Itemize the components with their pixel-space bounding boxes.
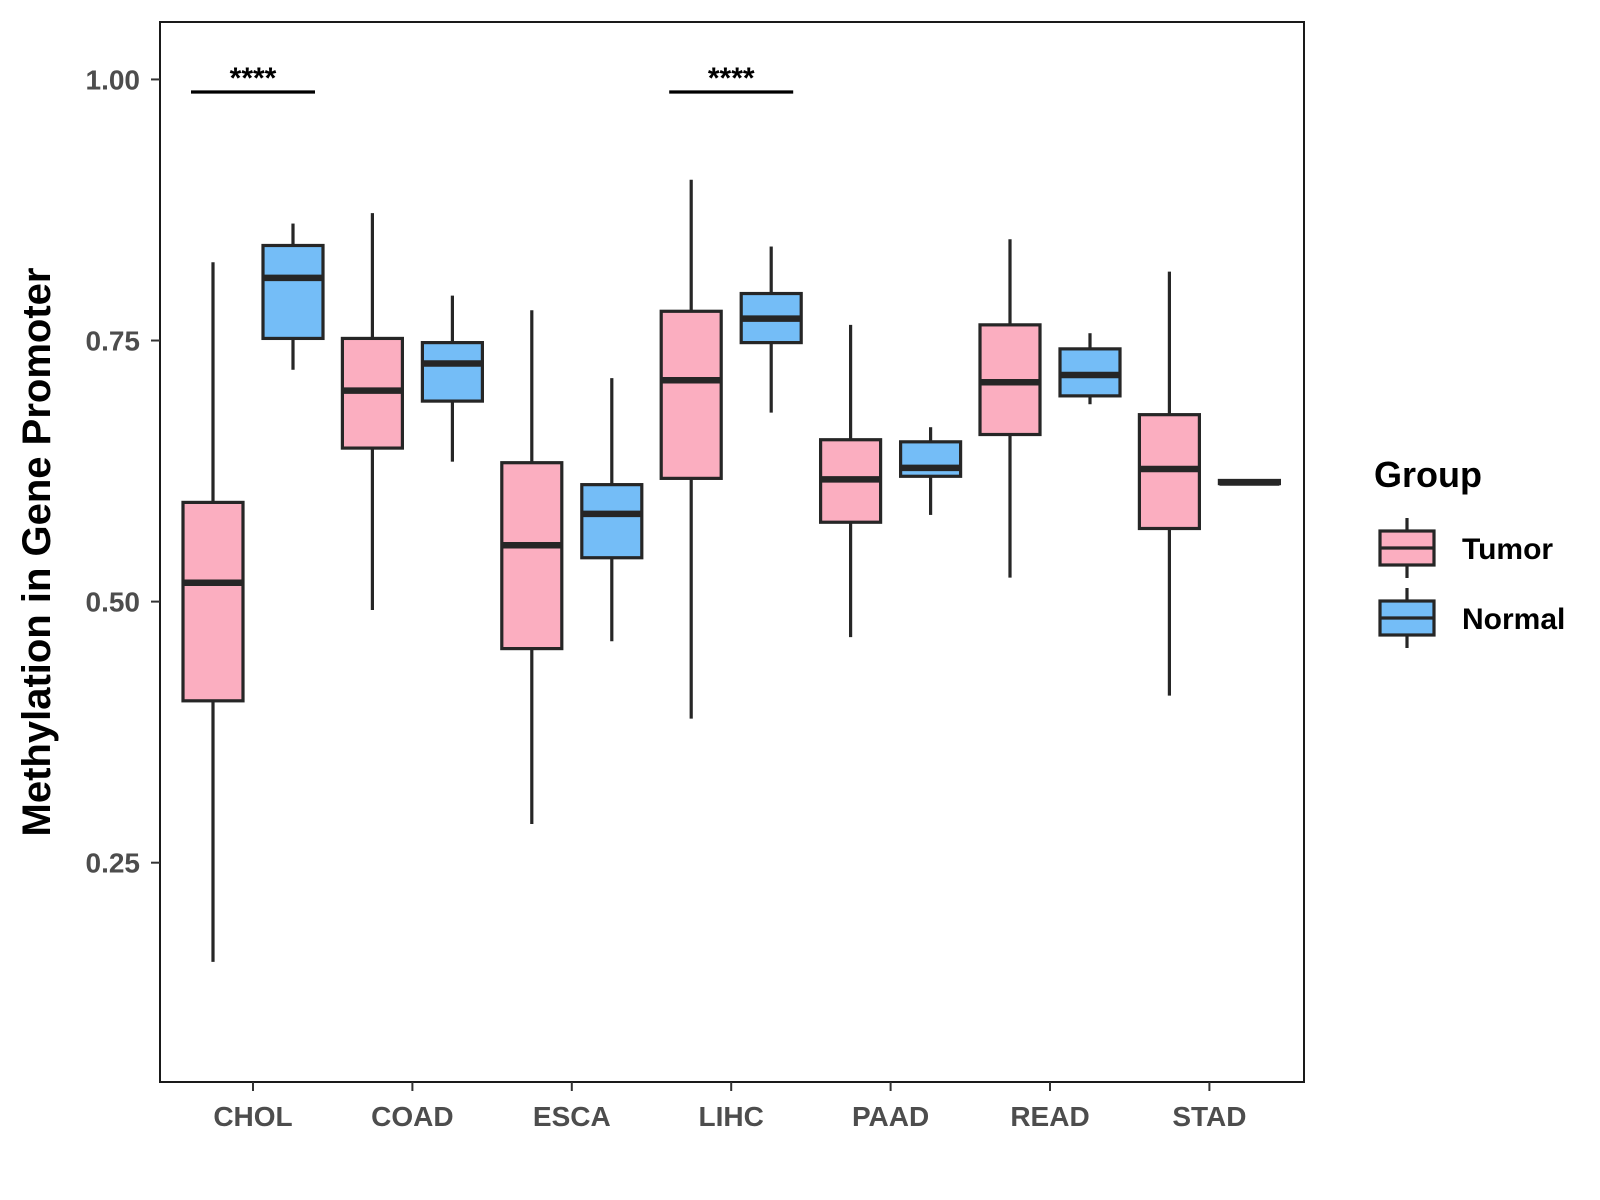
iqr-box [659,309,723,480]
iqr-box [420,341,484,403]
y-axis: 0.25 0.50 0.75 1.00 [86,64,160,879]
significance-label-lihc: **** [708,62,755,95]
box-tumor-stad [1137,271,1202,696]
legend-entry-normal: Normal [1378,588,1565,648]
box-normal-paad [898,427,963,515]
box-normal-esca [580,378,644,642]
box-normal-read [1058,333,1122,405]
legend: Group Tumor Normal [1374,454,1565,648]
significance-label-chol: **** [230,62,277,95]
y-tick-label: 0.25 [86,848,141,879]
x-tick-label-coad: COAD [371,1101,453,1132]
x-axis: CHOL COAD ESCA LIHC PAAD READ STAD [213,1082,1246,1132]
legend-title: Group [1374,454,1482,495]
y-tick-label: 0.75 [86,326,141,357]
box-tumor-lihc [659,179,723,719]
y-tick-label: 1.00 [86,64,141,95]
legend-label-tumor: Tumor [1462,533,1553,566]
x-tick-label-read: READ [1010,1101,1089,1132]
iqr-box [580,483,644,560]
x-tick-label-chol: CHOL [213,1101,292,1132]
y-axis-title: Methylation in Gene Promoter [15,268,59,837]
box-tumor-read [978,239,1042,578]
box-normal-stad [1217,478,1282,486]
box-tumor-coad [340,213,404,610]
box-normal-lihc [739,246,803,413]
annotations-layer: **** **** [191,62,794,95]
x-tick-label-esca: ESCA [533,1101,611,1132]
box-tumor-paad [818,324,883,638]
iqr-box [500,461,564,651]
y-tick-label: 0.50 [86,587,141,618]
legend-entry-tumor: Tumor [1378,518,1553,578]
box-normal-chol [261,223,325,370]
x-tick-label-lihc: LIHC [699,1101,764,1132]
x-tick-label-paad: PAAD [852,1101,929,1132]
boxes-layer [181,179,1282,962]
box-normal-coad [420,295,484,462]
iqr-box [181,500,245,703]
x-tick-label-stad: STAD [1172,1101,1246,1132]
iqr-box [261,243,325,341]
legend-label-normal: Normal [1462,603,1565,636]
box-tumor-chol [181,262,245,962]
box-tumor-esca [500,310,564,825]
